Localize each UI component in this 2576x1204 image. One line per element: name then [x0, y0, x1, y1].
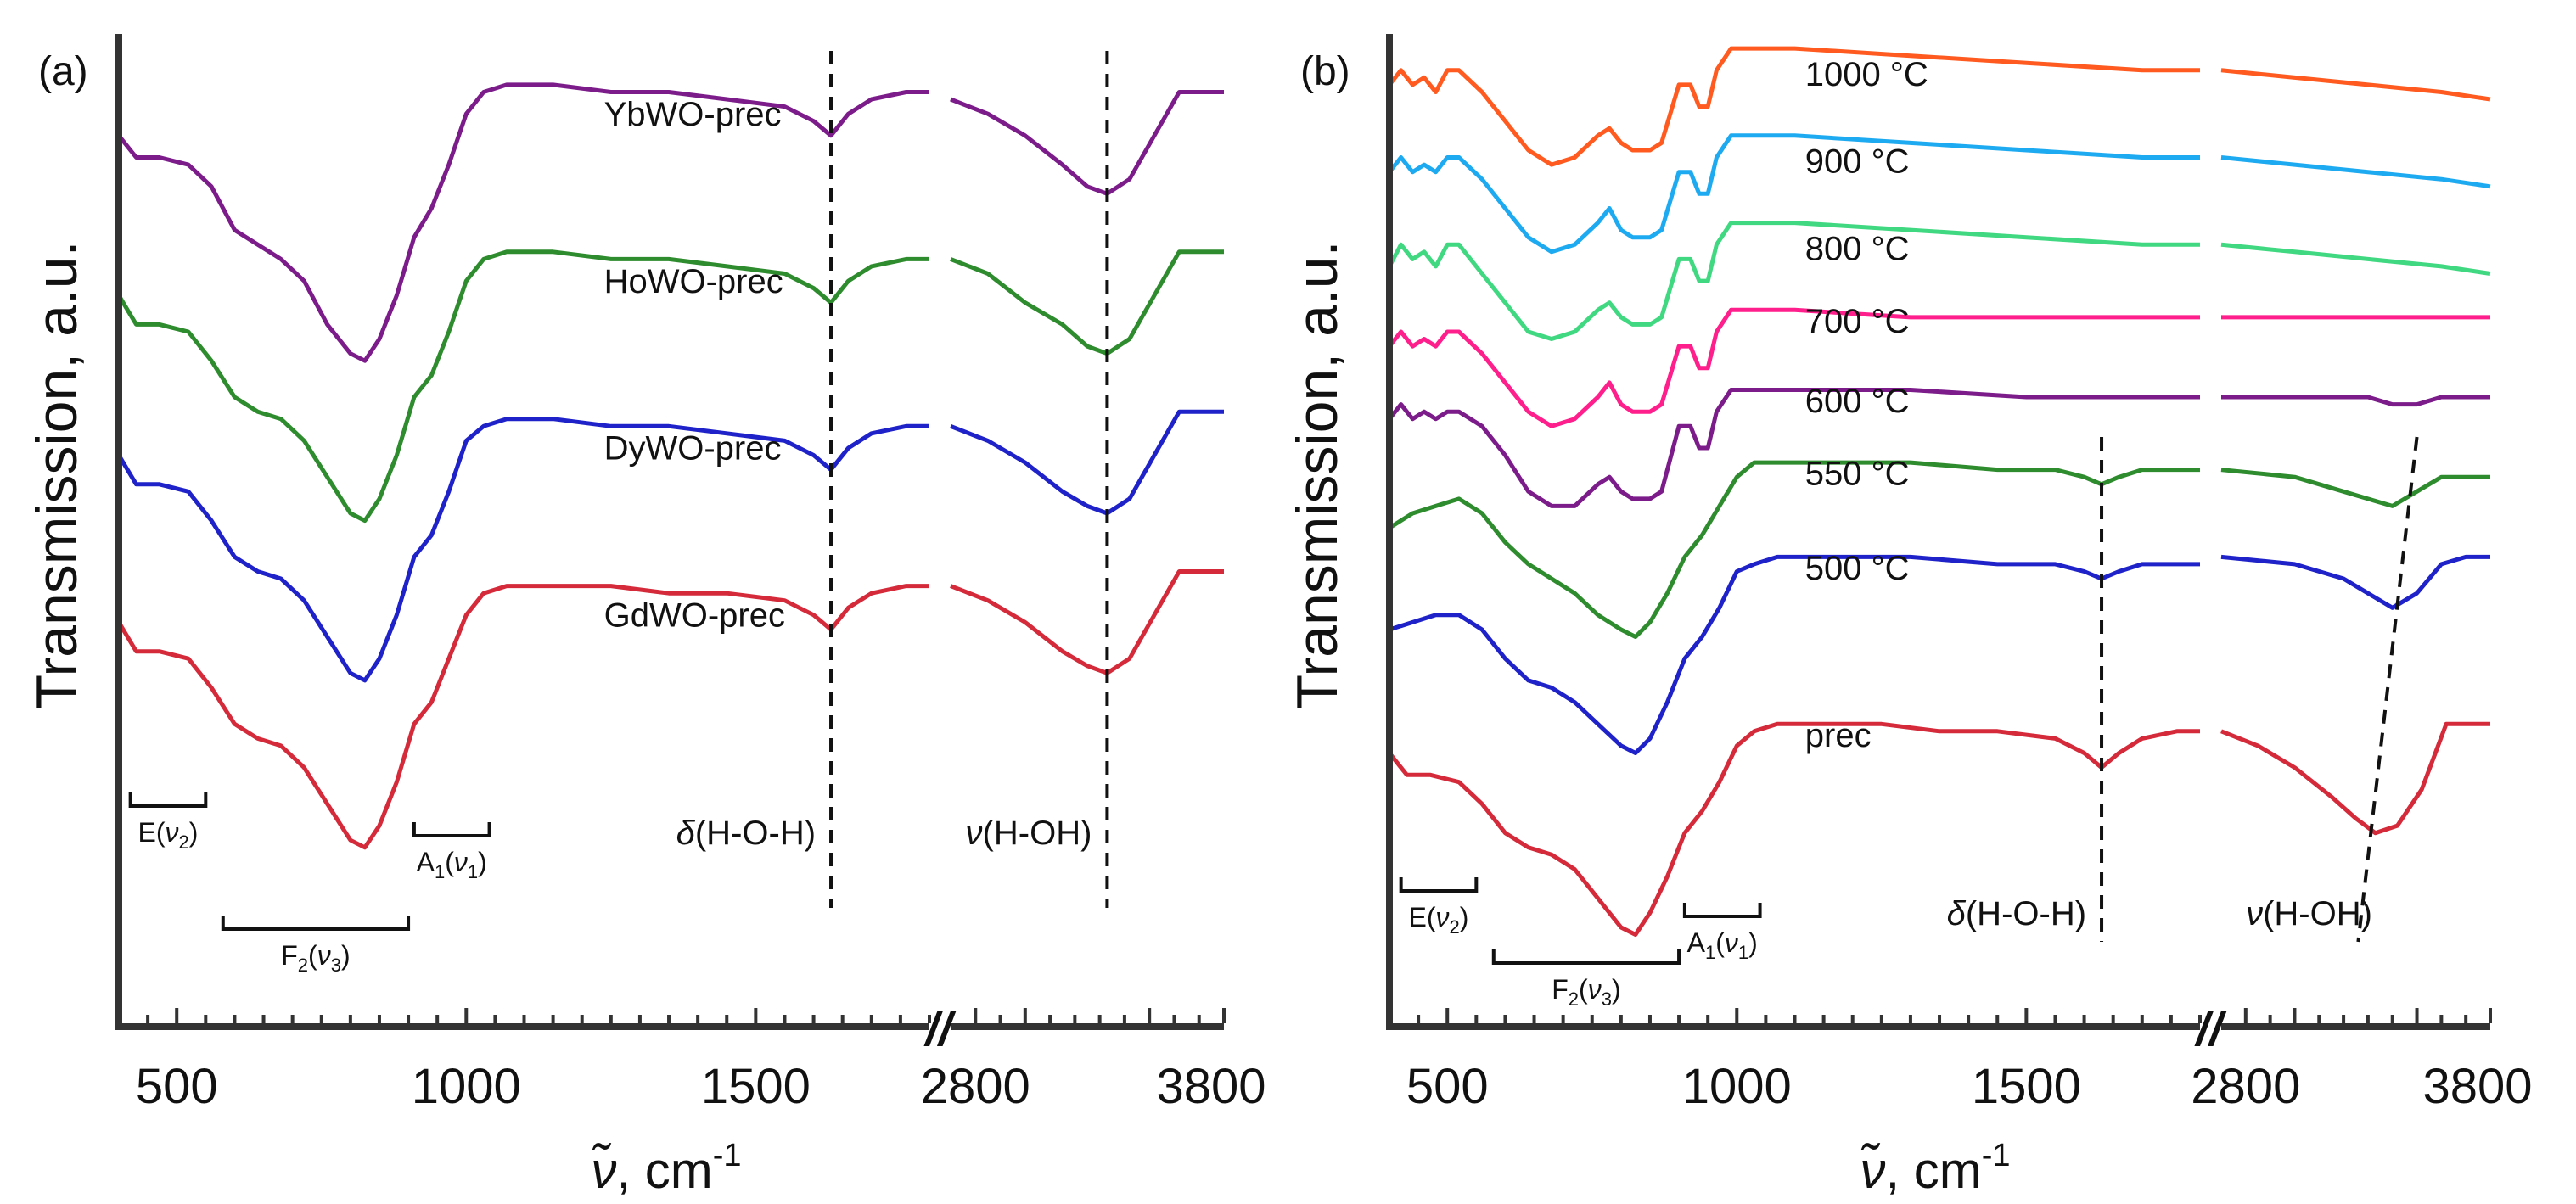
reference-line — [2356, 436, 2419, 943]
panel-a-series-labels: YbWO-prec HoWO-prec DyWO-prec GdWO-prec — [604, 96, 785, 635]
panel-b-series-labels: 1000 °C 900 °C 800 °C 700 °C 600 °C 550 °C 500… — [1805, 56, 1928, 754]
series-line-high — [950, 569, 1224, 675]
series-label: 500 °C — [1805, 550, 1910, 587]
series-label: 550 °C — [1805, 456, 1910, 493]
series-label: 600 °C — [1805, 383, 1910, 420]
reference-line-label: δ(H-O-H) — [1947, 895, 2086, 932]
band-bracket — [128, 792, 208, 808]
series-line-low — [116, 249, 929, 524]
band-label: E(ν2) — [1409, 902, 1469, 938]
x-tick-label: 1000 — [1682, 1059, 1792, 1114]
panel-b-axis-break: // — [2193, 1002, 2227, 1056]
series-line-high — [950, 90, 1224, 196]
band-label: E(ν2) — [138, 817, 199, 853]
panel-b-x-axis-label: ν̃, cm-1 — [1860, 1138, 2010, 1199]
panel-a-y-axis-label: Transmission, a.u. — [25, 241, 89, 710]
panel-b-label: (b) — [1300, 49, 1350, 94]
x-tick-label: 1500 — [701, 1059, 811, 1114]
series-line-high — [2220, 468, 2490, 508]
panel-a-label: (a) — [38, 49, 88, 94]
x-tick-label: 1000 — [412, 1059, 521, 1114]
series-line-high — [2220, 68, 2491, 102]
panel-b: (b) Transmission, a.u. δ(H-O-H) ν(H-OH) E… — [1285, 34, 2533, 1199]
x-tick-label: 500 — [1406, 1059, 1489, 1114]
series-line-low — [1388, 46, 2200, 167]
panel-a-x-axis-label: ν̃, cm-1 — [591, 1138, 741, 1199]
band-bracket — [412, 822, 491, 837]
series-line-high — [950, 409, 1224, 516]
x-tick-label: 3800 — [1156, 1059, 1266, 1114]
x-tick-label: 2800 — [2191, 1059, 2300, 1114]
series-label: 1000 °C — [1805, 56, 1928, 93]
series-label: DyWO-prec — [604, 430, 782, 468]
series-label: HoWO-prec — [604, 263, 783, 300]
panel-a-axis-break: // — [923, 1002, 957, 1056]
series-line-low — [1388, 721, 2200, 937]
series-line-low — [1388, 460, 2200, 639]
x-tick-label: 2800 — [921, 1059, 1030, 1114]
panel-b-axes — [1386, 34, 2490, 1030]
series-line-low — [116, 417, 929, 683]
band-label: F2(ν3) — [1552, 974, 1620, 1010]
reference-line-label: ν(H-OH) — [966, 815, 1092, 852]
series-line-low — [1387, 221, 2200, 341]
series-label: 700 °C — [1805, 303, 1910, 340]
series-line-high — [950, 249, 1224, 356]
reference-line-label: ν(H-OH) — [2246, 895, 2372, 932]
panel-a-band-annotations: E(ν2) F2(ν3) A1(ν1) — [128, 792, 491, 976]
band-bracket — [1491, 949, 1681, 965]
series-line-low — [1389, 554, 2200, 755]
series-line-low — [116, 584, 929, 850]
panel-a-reference-lines: δ(H-O-H) ν(H-OH) — [676, 51, 1109, 908]
band-bracket — [1399, 877, 1479, 893]
series-line-low — [1388, 388, 2200, 508]
band-label: F2(ν3) — [281, 940, 350, 976]
series-label: prec — [1805, 717, 1872, 754]
panel-a-ticks: 500 1000 1500 2800 3800 — [136, 1008, 1266, 1114]
band-label: A1(ν1) — [417, 847, 487, 882]
panel-b-band-annotations: E(ν2) F2(ν3) A1(ν1) — [1399, 877, 1762, 1010]
series-label: 800 °C — [1805, 230, 1910, 267]
series-line-high — [2220, 155, 2491, 189]
series-line-high — [2220, 721, 2490, 836]
band-bracket — [1682, 903, 1762, 918]
series-line-low — [117, 82, 929, 363]
panel-b-reference-lines: δ(H-O-H) ν(H-OH) — [1947, 436, 2419, 943]
x-tick-label: 3800 — [2422, 1059, 2532, 1114]
panel-b-y-axis-label: Transmission, a.u. — [1285, 241, 1350, 710]
x-tick-label: 1500 — [1972, 1059, 2081, 1114]
reference-line-label: δ(H-O-H) — [676, 815, 816, 852]
series-line-low — [1388, 133, 2200, 255]
series-label: 900 °C — [1805, 143, 1910, 181]
series-label: GdWO-prec — [604, 597, 785, 635]
series-line-low — [1388, 307, 2200, 428]
band-bracket — [221, 916, 411, 931]
series-line-high — [2220, 554, 2490, 610]
series-line-high — [2220, 242, 2491, 276]
panel-a-axes — [115, 34, 1224, 1030]
series-line-high — [2221, 395, 2490, 407]
series-label: YbWO-prec — [604, 96, 782, 133]
panel-b-ticks: 500 1000 1500 2800 3800 — [1406, 1008, 2533, 1114]
x-tick-label: 500 — [136, 1059, 218, 1114]
panel-b-series — [1387, 46, 2491, 937]
band-label: A1(ν1) — [1687, 927, 1758, 963]
panel-a: (a) Transmission, a.u. δ(H-O-H) ν(H-OH) E… — [25, 34, 1266, 1199]
